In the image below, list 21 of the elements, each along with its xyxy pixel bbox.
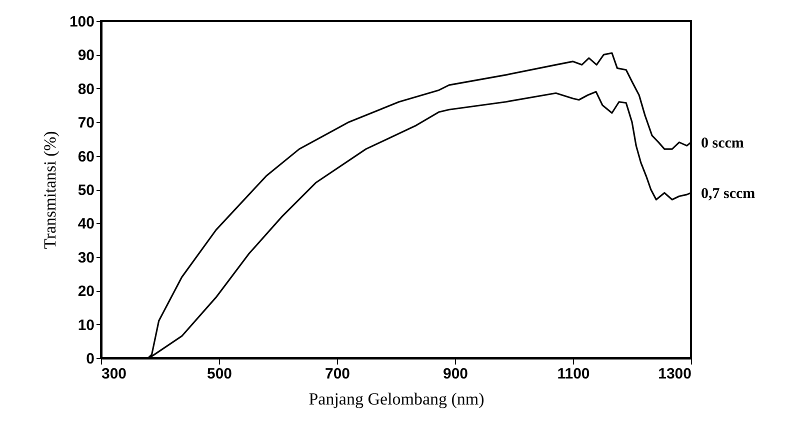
x-tick-label: 500 bbox=[206, 366, 232, 382]
y-tick-label: 100 bbox=[69, 14, 94, 30]
y-tick-label: 50 bbox=[78, 182, 94, 199]
y-tick-label: 90 bbox=[78, 47, 94, 64]
x-tick-label: 300 bbox=[102, 366, 127, 382]
x-tick-label: 900 bbox=[442, 366, 468, 382]
x-axis-title: Panjang Gelombang (nm) bbox=[308, 390, 484, 408]
y-tick-label: 80 bbox=[78, 80, 94, 98]
series-label: 0 sccm bbox=[701, 135, 744, 152]
y-tick-label: 60 bbox=[78, 148, 94, 166]
series-label: 0,7 sccm bbox=[701, 186, 756, 202]
y-tick-label: 30 bbox=[78, 249, 94, 266]
x-tick-label: 1100 bbox=[557, 366, 590, 382]
y-tick-label: 40 bbox=[78, 216, 94, 233]
y-tick-label: 20 bbox=[78, 283, 94, 300]
y-tick-label: 10 bbox=[78, 316, 94, 334]
y-tick-label: 0 bbox=[86, 350, 94, 368]
x-tick-label: 700 bbox=[324, 366, 350, 382]
y-tick-label: 70 bbox=[78, 114, 94, 132]
y-axis-title: Transmitansi (%) bbox=[40, 131, 60, 249]
x-tick-label: 1300 bbox=[658, 366, 692, 382]
